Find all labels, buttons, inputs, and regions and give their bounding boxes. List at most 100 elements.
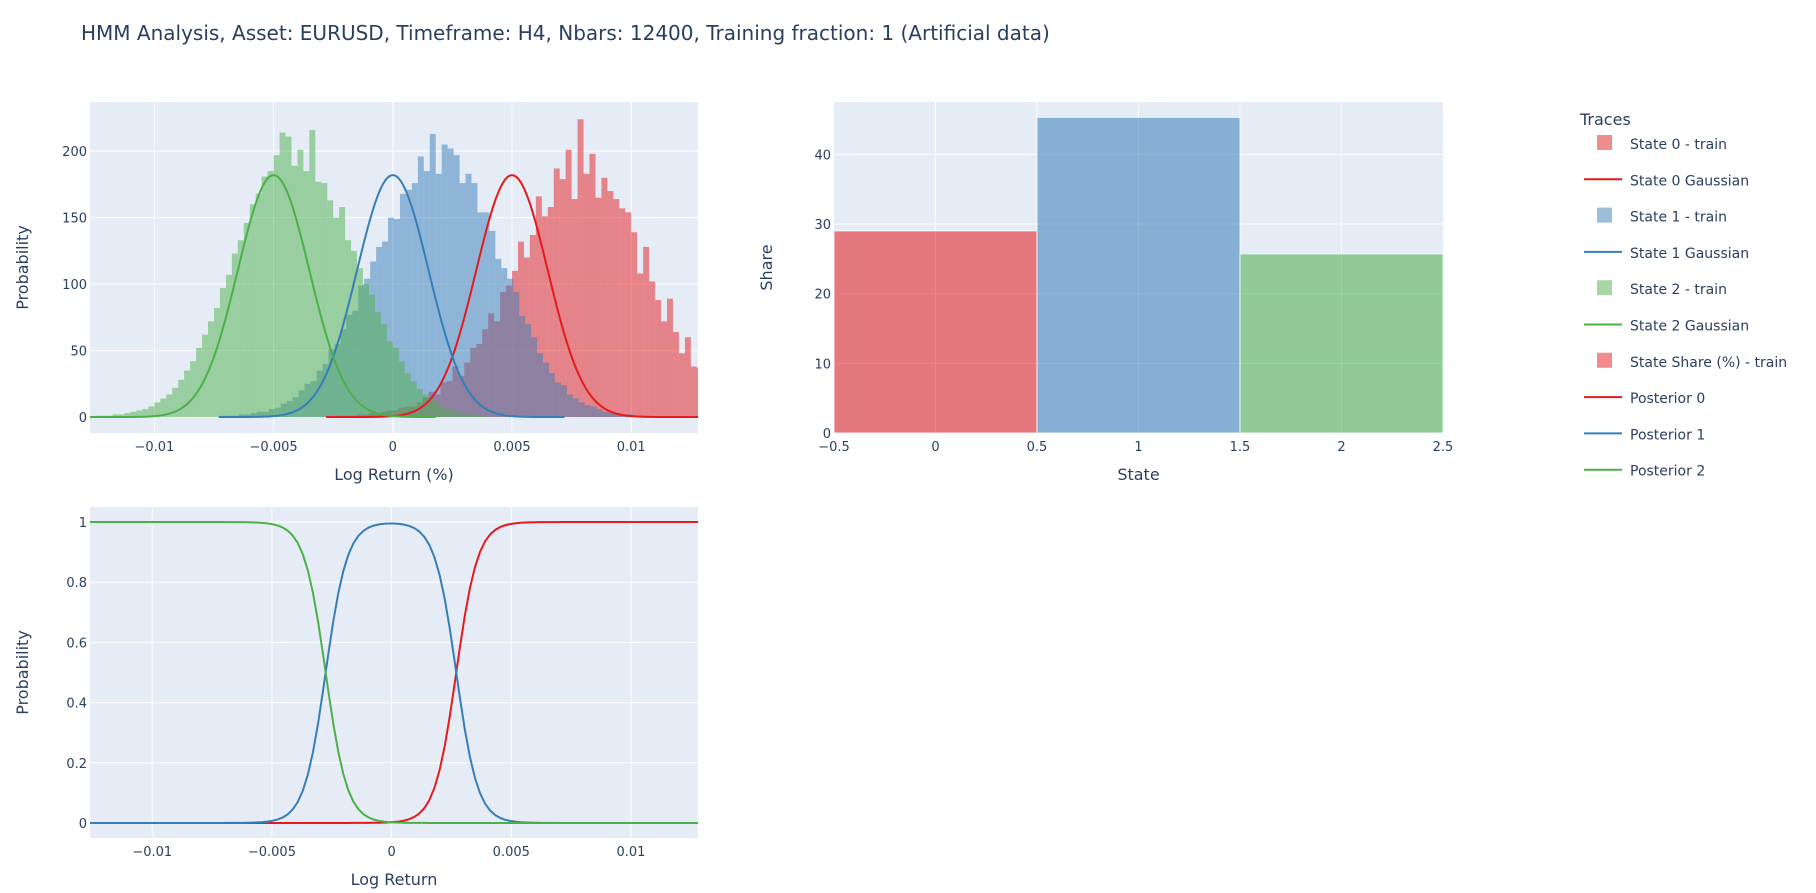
legend-item: Posterior 1 <box>1584 427 1705 443</box>
histogram-bar <box>130 411 137 418</box>
y-tick-label: 100 <box>62 278 87 293</box>
histogram-bar <box>388 217 394 418</box>
legend-label: Posterior 1 <box>1630 427 1705 443</box>
histogram-bar <box>649 281 656 418</box>
histogram-bar <box>596 409 603 418</box>
histogram-bar <box>459 183 466 418</box>
legend-item: Posterior 2 <box>1584 464 1705 480</box>
histogram-bar <box>739 406 745 417</box>
state-share-bar <box>1239 253 1444 434</box>
histogram-bar <box>501 268 508 418</box>
histogram-bar <box>279 132 286 418</box>
y-tick-label: 1 <box>79 516 87 531</box>
histogram-bar <box>613 199 620 418</box>
histogram-bar <box>464 414 471 418</box>
histogram-bar <box>614 413 621 418</box>
histogram-bar <box>291 165 298 418</box>
histogram-bar <box>566 394 573 418</box>
histogram-bar <box>249 204 256 418</box>
histogram-bar <box>184 370 191 418</box>
histogram-series <box>94 129 489 418</box>
histogram-bar <box>190 361 197 418</box>
histogram-bar <box>142 409 149 418</box>
histogram-bar <box>154 402 161 418</box>
histogram-bar <box>386 341 393 418</box>
histogram-bar <box>261 176 268 418</box>
histogram-bar <box>452 411 459 418</box>
histogram-bar <box>392 347 399 418</box>
histogram-bar <box>690 366 697 418</box>
y-tick-label: 20 <box>814 288 831 303</box>
histogram-bar <box>136 410 143 418</box>
histogram-bar <box>172 387 179 418</box>
histogram-bar <box>774 414 780 417</box>
legend-item: State 1 - train <box>1597 207 1727 226</box>
histogram-bar <box>465 173 472 418</box>
legend-swatch <box>1597 352 1612 368</box>
histogram-bar <box>495 258 502 418</box>
y-tick-label: 0 <box>79 411 87 426</box>
legend-item: State 2 Gaussian <box>1584 319 1749 335</box>
histogram-bar <box>721 396 727 417</box>
y-axis-label: Share <box>757 244 776 290</box>
histogram-bar <box>519 316 526 418</box>
histogram-bar <box>733 401 739 417</box>
legend-label: State 0 Gaussian <box>1630 173 1749 189</box>
histogram-bar <box>446 409 453 418</box>
y-tick-label: 0.4 <box>66 697 87 712</box>
histogram-bar <box>476 415 483 418</box>
x-tick-label: −0.005 <box>250 440 298 455</box>
state-share-bar <box>833 230 1038 434</box>
histogram-bar <box>607 191 614 418</box>
y-tick-label: 30 <box>814 218 831 233</box>
x-axis-label: State <box>1117 465 1159 484</box>
legend-label: State 2 Gaussian <box>1630 319 1749 335</box>
histogram-bar <box>351 250 358 418</box>
legend-label: Posterior 0 <box>1630 391 1705 407</box>
histogram-bar <box>453 155 460 418</box>
histogram-bar <box>531 337 538 418</box>
histogram-bar <box>410 381 417 418</box>
gaussian-curve <box>218 174 565 419</box>
legend-swatch <box>1597 207 1612 223</box>
histogram-bar <box>541 216 548 418</box>
histogram-bar <box>786 416 792 417</box>
state-share-bar <box>1036 116 1241 434</box>
histogram-bar <box>571 199 578 418</box>
histogram-bar <box>590 406 597 418</box>
x-tick-label: 1 <box>1134 440 1142 455</box>
y-tick-label: 0.6 <box>66 636 87 651</box>
y-tick-label: 0.2 <box>66 757 87 772</box>
histogram-bar <box>405 189 412 418</box>
y-tick-label: 200 <box>62 145 87 160</box>
legend-item: Posterior 0 <box>1584 391 1705 407</box>
x-tick-label: 1.5 <box>1230 440 1251 455</box>
x-tick-label: 2 <box>1337 440 1345 455</box>
histogram-bar <box>762 410 768 417</box>
histogram-bar <box>537 353 544 418</box>
legend-item: State 0 - train <box>1597 135 1727 153</box>
histogram-bar <box>398 361 405 418</box>
histogram-bar <box>525 323 532 418</box>
gaussian-curve <box>90 174 436 419</box>
histogram-bar <box>560 385 567 418</box>
x-tick-label: 0 <box>387 845 395 860</box>
histogram-bar <box>678 353 685 418</box>
histogram-bar <box>345 240 352 418</box>
histogram-bar <box>374 312 381 418</box>
legend: Traces State 0 - train State 0 Gaussian St… <box>1579 110 1787 480</box>
histogram-bar <box>303 171 310 418</box>
histogram-bar <box>637 273 644 418</box>
histogram-bar <box>166 394 173 418</box>
histogram-bar <box>416 389 423 418</box>
histogram-bar <box>273 155 280 418</box>
y-tick-label: 0 <box>823 427 831 442</box>
histogram-bar <box>208 321 214 418</box>
legend-title: Traces <box>1579 110 1631 129</box>
legend-swatch <box>1597 280 1612 296</box>
histogram-bar <box>404 373 411 418</box>
histogram-bar <box>178 379 185 418</box>
histogram-bar <box>470 414 477 418</box>
